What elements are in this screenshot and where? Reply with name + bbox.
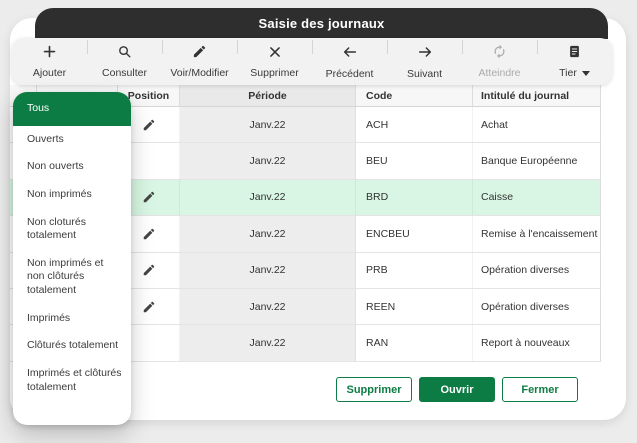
pencil-icon[interactable] xyxy=(142,263,156,277)
row-edit-cell xyxy=(118,143,180,179)
filter-item-imprimes[interactable]: Imprimés xyxy=(27,311,71,324)
header-position: Position xyxy=(118,85,180,106)
footer-actions: Supprimer Ouvrir Fermer xyxy=(336,377,578,402)
chevron-down-icon xyxy=(581,70,590,76)
cell-intitule: Remise à l'encaissement xyxy=(473,216,601,252)
pencil-icon[interactable] xyxy=(142,190,156,204)
cell-periode: Janv.22 xyxy=(180,325,356,361)
row-edit-cell xyxy=(118,252,180,288)
cell-periode: Janv.22 xyxy=(180,107,356,143)
plus-icon xyxy=(42,44,57,64)
close-icon xyxy=(268,45,282,64)
row-edit-cell xyxy=(118,179,180,216)
arrow-left-icon xyxy=(342,44,358,65)
cell-periode: Janv.22 xyxy=(180,252,356,288)
toolbar-button-suivant[interactable]: Suivant xyxy=(387,38,462,85)
cell-periode: Janv.22 xyxy=(180,216,356,252)
cell-periode: Janv.22 xyxy=(180,179,356,216)
search-icon xyxy=(117,44,132,64)
cell-intitule: Caisse xyxy=(473,179,601,216)
cell-intitule: Opération diverses xyxy=(473,288,601,325)
toolbar-button-supprimer[interactable]: Supprimer xyxy=(237,38,312,85)
toolbar-button-tier[interactable]: Tier xyxy=(537,38,612,85)
cell-code: BRD xyxy=(356,179,473,216)
page-title: Saisie des journaux xyxy=(258,16,385,31)
fermer-button[interactable]: Fermer xyxy=(502,377,578,402)
pencil-icon[interactable] xyxy=(142,118,156,132)
document-icon xyxy=(567,44,582,64)
supprimer-button[interactable]: Supprimer xyxy=(336,377,412,402)
cell-code: REEN xyxy=(356,288,473,325)
toolbar-button-consulter[interactable]: Consulter xyxy=(87,38,162,85)
filter-item-clotures[interactable]: Clôturés totalement xyxy=(27,339,119,352)
row-edit-cell xyxy=(118,288,180,325)
filter-item-ouverts[interactable]: Ouverts xyxy=(27,132,64,145)
toolbar-label: Atteindre xyxy=(478,67,521,79)
cell-code: ENCBEU xyxy=(356,216,473,252)
arrow-right-icon xyxy=(417,44,433,65)
row-edit-cell xyxy=(118,216,180,252)
cell-code: ACH xyxy=(356,107,473,143)
cell-intitule: Banque Européenne xyxy=(473,143,601,179)
window-titlebar: Saisie des journaux xyxy=(35,8,608,39)
sync-icon xyxy=(492,44,507,64)
filter-item-non-clotures[interactable]: Non cloturés totalement xyxy=(27,215,86,242)
header-code: Code xyxy=(356,85,473,106)
cell-periode: Janv.22 xyxy=(180,288,356,325)
filter-item-tous[interactable]: Tous xyxy=(13,92,131,126)
row-edit-cell xyxy=(118,325,180,361)
toolbar-label: Consulter xyxy=(102,67,147,79)
toolbar-label: Précédent xyxy=(325,67,374,80)
toolbar: Ajouter Consulter Voir/Modifier Supprime… xyxy=(12,38,612,85)
toolbar-button-precedent[interactable]: Précédent xyxy=(312,38,387,85)
pencil-icon[interactable] xyxy=(142,227,156,241)
toolbar-label: Ajouter xyxy=(32,67,67,79)
toolbar-label: Supprimer xyxy=(250,66,299,79)
toolbar-label: Tier xyxy=(559,67,577,79)
filter-item-non-ouverts[interactable]: Non ouverts xyxy=(27,160,84,173)
cell-intitule: Opération diverses xyxy=(473,252,601,288)
toolbar-label: Suivant xyxy=(406,67,443,80)
filter-item-non-imprimes[interactable]: Non imprimés xyxy=(27,187,92,200)
cell-intitule: Report à nouveaux xyxy=(473,325,601,361)
filter-item-imprimes-clotures[interactable]: Imprimés et clôturés totalement xyxy=(27,367,122,393)
cell-code: BEU xyxy=(356,143,473,179)
cell-periode: Janv.22 xyxy=(180,143,356,179)
toolbar-button-ajouter[interactable]: Ajouter xyxy=(12,38,87,85)
toolbar-label: Voir/Modifier xyxy=(170,67,229,79)
filter-dropdown-menu: Tous Ouverts Non ouverts Non imprimés No… xyxy=(13,92,131,425)
cell-intitule: Achat xyxy=(473,107,601,143)
header-periode: Période xyxy=(180,85,356,106)
row-edit-cell xyxy=(118,107,180,143)
cell-code: RAN xyxy=(356,325,473,361)
cell-code: PRB xyxy=(356,252,473,288)
pencil-icon[interactable] xyxy=(142,300,156,314)
filter-item-non-imprimes-non-clotures[interactable]: Non imprimés et non clôturés totalement xyxy=(27,256,104,297)
header-intitule: Intitulé du journal xyxy=(473,85,601,106)
pencil-icon xyxy=(192,44,207,64)
table-header-row: Position Période Code Intitulé du journa… xyxy=(10,85,601,107)
toolbar-button-atteindre: Atteindre xyxy=(462,38,537,85)
toolbar-button-voir-modifier[interactable]: Voir/Modifier xyxy=(162,38,237,85)
ouvrir-button[interactable]: Ouvrir xyxy=(419,377,495,402)
